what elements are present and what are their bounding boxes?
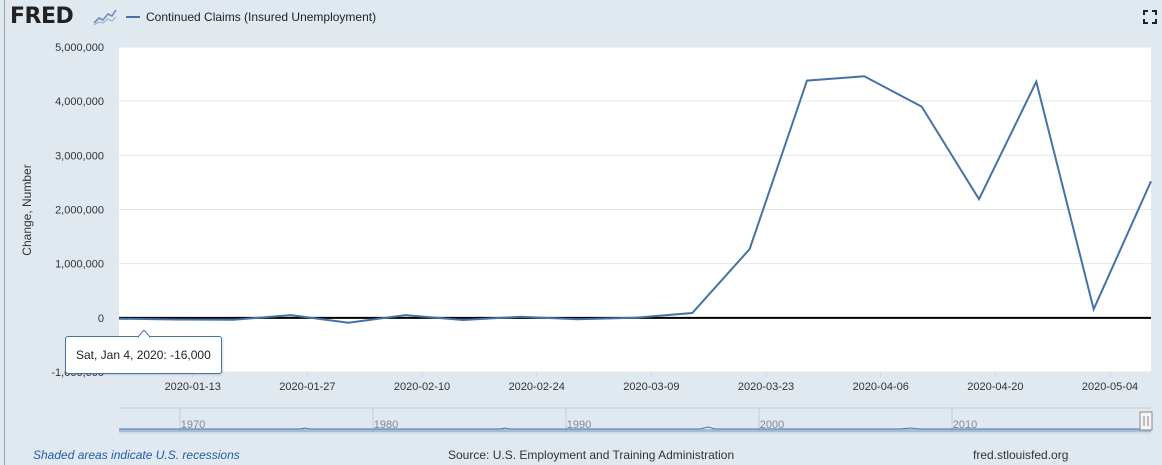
tooltip-pointer: [138, 330, 150, 338]
source-note: Source: U.S. Employment and Training Adm…: [448, 448, 735, 462]
navigator-label: 1990: [567, 419, 591, 431]
legend[interactable]: Continued Claims (Insured Unemployment): [126, 10, 376, 24]
x-tick-label: 2020-03-23: [738, 381, 794, 393]
tooltip-date: Sat, Jan 4, 2020:: [76, 348, 167, 362]
y-tick-label: 1,000,000: [55, 259, 104, 271]
site-link[interactable]: fred.stlouisfed.org: [973, 448, 1069, 462]
y-axis-label: Change, Number: [20, 164, 34, 255]
fullscreen-icon[interactable]: [1143, 10, 1157, 24]
y-tick-label: 3,000,000: [55, 150, 104, 162]
y-tick-label: 2,000,000: [55, 205, 104, 217]
x-tick-label: 2020-01-13: [165, 381, 221, 393]
navigator-handle[interactable]: [1139, 411, 1153, 431]
tooltip-value: -16,000: [170, 348, 211, 362]
y-tick-label: 5,000,000: [55, 42, 104, 54]
data-tooltip: Sat, Jan 4, 2020: -16,000: [65, 336, 222, 374]
x-tick-label: 2020-03-09: [623, 381, 679, 393]
x-tick-label: 2020-02-10: [394, 381, 450, 393]
x-tick-label: 2020-01-27: [279, 381, 335, 393]
navigator-label: 1970: [181, 419, 205, 431]
x-tick-label: 2020-05-04: [1082, 381, 1138, 393]
x-tick-label: 2020-02-24: [509, 381, 565, 393]
x-tick-label: 2020-04-06: [853, 381, 909, 393]
navigator-label: 2000: [760, 419, 784, 431]
legend-swatch: [126, 16, 140, 18]
recessions-note-link[interactable]: Shaded areas indicate U.S. recessions: [33, 448, 240, 462]
y-tick-label: 0: [98, 313, 104, 325]
legend-label: Continued Claims (Insured Unemployment): [146, 10, 377, 24]
navigator-baseline: [119, 429, 1151, 432]
series-line[interactable]: [118, 75, 1152, 324]
fred-graph-icon: [93, 8, 117, 26]
navigator-label: 1980: [374, 419, 398, 431]
fred-logo[interactable]: FRED: [10, 4, 74, 29]
x-tick-label: 2020-04-20: [967, 381, 1023, 393]
y-tick-label: 4,000,000: [55, 96, 104, 108]
navigator-label: 2010: [953, 419, 977, 431]
